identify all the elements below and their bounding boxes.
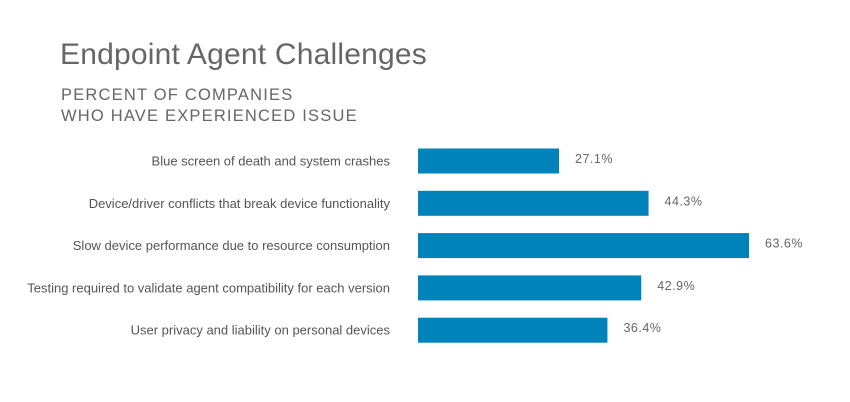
bar xyxy=(418,275,642,301)
value-label: 27.1% xyxy=(575,152,613,166)
bar xyxy=(418,148,560,174)
category-label: Device/driver conflicts that break devic… xyxy=(89,196,391,211)
value-label: 63.6% xyxy=(765,237,803,251)
value-label: 44.3% xyxy=(665,194,703,208)
value-label: 36.4% xyxy=(623,321,661,335)
bar xyxy=(418,190,649,216)
category-label: User privacy and liability on personal d… xyxy=(131,323,391,338)
bar xyxy=(418,317,608,343)
chart-subtitle: PERCENT OF COMPANIES WHO HAVE EXPERIENCE… xyxy=(61,85,358,127)
chart-subtitle-line-1: PERCENT OF COMPANIES xyxy=(61,86,294,104)
value-label: 42.9% xyxy=(657,279,695,293)
category-label: Blue screen of death and system crashes xyxy=(152,154,391,169)
bar xyxy=(418,233,749,259)
category-label: Slow device performance due to resource … xyxy=(73,238,390,253)
chart-title: Endpoint Agent Challenges xyxy=(60,38,427,71)
chart-subtitle-line-2: WHO HAVE EXPERIENCED ISSUE xyxy=(61,107,358,125)
category-label: Testing required to validate agent compa… xyxy=(27,280,390,295)
